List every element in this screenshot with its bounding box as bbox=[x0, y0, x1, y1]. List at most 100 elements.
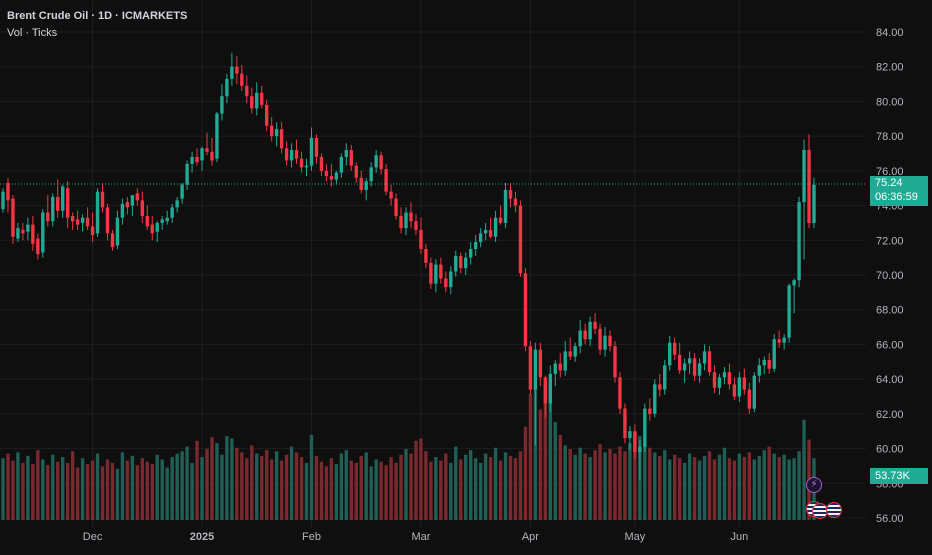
volume-bar bbox=[90, 460, 95, 520]
price-axis-label: 84.00 bbox=[876, 27, 904, 39]
volume-bar bbox=[623, 451, 627, 520]
volume-bar bbox=[732, 460, 737, 520]
candle-body bbox=[419, 229, 423, 249]
volume-bar bbox=[553, 422, 557, 520]
candle-body bbox=[782, 337, 786, 343]
volume-bar bbox=[488, 457, 493, 520]
price-axis-label: 78.00 bbox=[876, 131, 904, 143]
volume-bar bbox=[518, 451, 523, 520]
candle-body bbox=[588, 321, 592, 340]
volume-bar bbox=[235, 447, 239, 520]
price-axis-label: 66.00 bbox=[876, 339, 904, 351]
candle-body bbox=[130, 195, 135, 206]
candle-body bbox=[478, 233, 483, 243]
price-axis-label: 68.00 bbox=[876, 305, 904, 317]
volume-bar bbox=[672, 454, 677, 520]
volume-bar bbox=[220, 454, 224, 520]
candle-body bbox=[75, 219, 80, 225]
candle-body bbox=[553, 363, 557, 374]
candle-body bbox=[702, 351, 707, 364]
bar-countdown: 06:36:59 bbox=[875, 191, 918, 203]
time-axis-label: May bbox=[624, 531, 645, 543]
candle-body bbox=[449, 271, 453, 288]
volume-bar bbox=[469, 450, 473, 520]
volume-bar bbox=[11, 460, 15, 520]
volume-bar bbox=[578, 447, 582, 520]
candle-body bbox=[120, 203, 125, 218]
volume-bar bbox=[255, 453, 259, 520]
candle-body bbox=[250, 96, 254, 109]
candle-body bbox=[573, 346, 577, 357]
volume-bar bbox=[279, 460, 284, 520]
volume-bar bbox=[150, 464, 154, 520]
candle-body bbox=[289, 150, 294, 161]
candle-body bbox=[65, 188, 70, 218]
volume-bar bbox=[399, 454, 403, 520]
volume-bar bbox=[65, 462, 70, 520]
candle-body bbox=[717, 377, 722, 388]
volume-bar bbox=[633, 431, 637, 520]
candle-body bbox=[583, 330, 587, 340]
volume-bar bbox=[334, 464, 339, 520]
volume-bar bbox=[603, 452, 607, 520]
candle-body bbox=[757, 365, 761, 376]
volume-indicator-label[interactable]: Vol · Ticks bbox=[7, 27, 58, 39]
time-axis-label: 2025 bbox=[190, 531, 214, 543]
volume-bar bbox=[175, 453, 179, 520]
candle-body bbox=[245, 85, 249, 97]
volume-bar bbox=[513, 458, 518, 520]
volume-bar bbox=[250, 445, 254, 520]
volume-bar bbox=[573, 454, 577, 520]
volume-bar bbox=[498, 460, 503, 520]
volume-bar bbox=[583, 453, 587, 520]
candle-body bbox=[404, 212, 408, 229]
candle-body bbox=[648, 408, 652, 414]
symbol-title[interactable]: Brent Crude Oil · 1D · ICMARKETS bbox=[7, 10, 188, 22]
candle-body bbox=[548, 373, 552, 404]
candle-body bbox=[533, 349, 538, 390]
volume-bar bbox=[528, 394, 533, 520]
candle-body bbox=[488, 229, 493, 237]
candle-body bbox=[767, 360, 771, 369]
price-axis-label: 64.00 bbox=[876, 374, 904, 386]
volume-bar bbox=[364, 452, 368, 520]
last-price-tag: 75.24 06:36:59 bbox=[870, 176, 928, 206]
volume-bar bbox=[677, 458, 682, 520]
candle-body bbox=[692, 358, 697, 376]
candle-body bbox=[145, 215, 149, 227]
candle-body bbox=[1, 191, 5, 210]
candle-body bbox=[31, 224, 35, 244]
candle-body bbox=[528, 346, 533, 390]
candle-body bbox=[633, 431, 637, 453]
candle-body bbox=[269, 125, 274, 137]
us-flag-icon[interactable] bbox=[826, 502, 842, 518]
volume-bar bbox=[6, 453, 10, 520]
candle-body bbox=[175, 200, 179, 208]
volume-bar bbox=[230, 438, 234, 520]
candle-body bbox=[707, 351, 712, 373]
volume-bar bbox=[185, 446, 189, 520]
candle-body bbox=[140, 200, 145, 216]
volume-bar bbox=[394, 462, 398, 520]
candle-body bbox=[513, 198, 518, 206]
last-price-value: 75.24 bbox=[875, 177, 903, 189]
volume-bar bbox=[225, 436, 229, 520]
volume-bar bbox=[379, 461, 383, 520]
candles bbox=[1, 52, 816, 480]
volume-bar bbox=[613, 453, 617, 520]
candle-body bbox=[190, 156, 194, 164]
candle-body bbox=[424, 248, 428, 263]
candle-body bbox=[324, 170, 329, 177]
volume-bar bbox=[46, 465, 50, 520]
volume-bar bbox=[110, 462, 115, 520]
candle-body bbox=[797, 202, 801, 281]
candle-body bbox=[578, 330, 582, 347]
candle-body bbox=[115, 217, 120, 246]
us-flag-icon[interactable] bbox=[812, 503, 828, 519]
candle-body bbox=[508, 189, 513, 199]
lightning-icon[interactable]: ⚡ bbox=[806, 477, 822, 493]
volume-bar bbox=[608, 448, 612, 520]
volume-bar bbox=[145, 461, 149, 520]
